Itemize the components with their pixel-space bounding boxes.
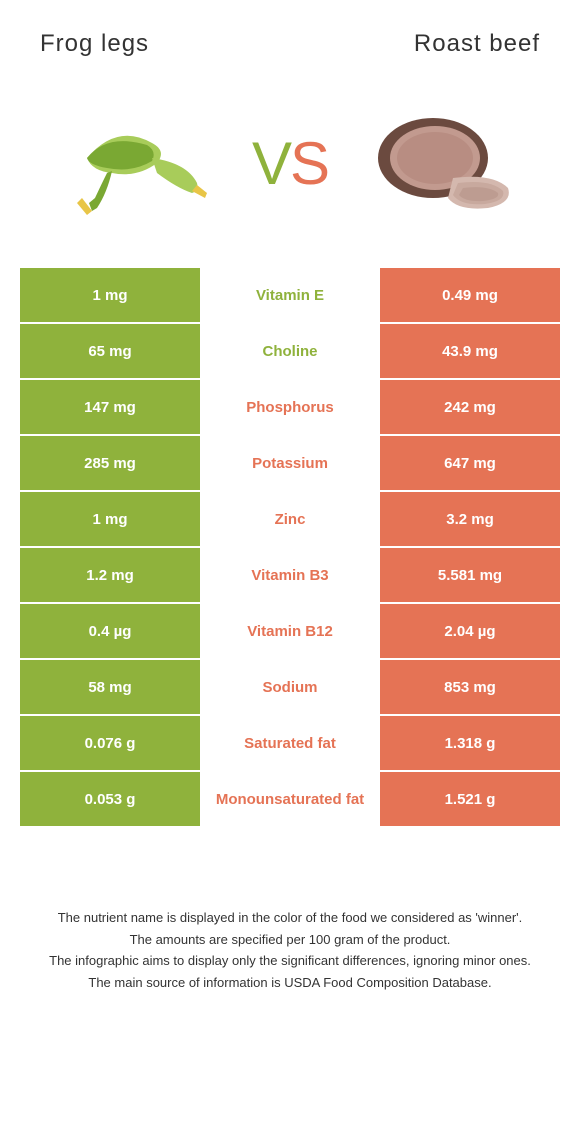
left-value: 65 mg <box>20 324 200 378</box>
footer-line-2: The amounts are specified per 100 gram o… <box>30 930 550 950</box>
nutrient-name: Phosphorus <box>200 380 380 434</box>
table-row: 1.2 mgVitamin B35.581 mg <box>20 548 560 604</box>
footer-line-3: The infographic aims to display only the… <box>30 951 550 971</box>
right-food-title: Roast beef <box>414 30 540 58</box>
vs-label: VS <box>252 129 328 198</box>
right-value: 647 mg <box>380 436 560 490</box>
nutrient-name: Vitamin B3 <box>200 548 380 602</box>
nutrient-name: Monounsaturated fat <box>200 772 380 826</box>
vs-v: V <box>252 130 290 197</box>
right-value: 853 mg <box>380 660 560 714</box>
left-value: 0.076 g <box>20 716 200 770</box>
nutrient-name: Sodium <box>200 660 380 714</box>
table-row: 65 mgCholine43.9 mg <box>20 324 560 380</box>
table-row: 1 mgVitamin E0.49 mg <box>20 268 560 324</box>
left-value: 1.2 mg <box>20 548 200 602</box>
left-value: 1 mg <box>20 268 200 322</box>
table-row: 285 mgPotassium647 mg <box>20 436 560 492</box>
table-row: 0.076 gSaturated fat1.318 g <box>20 716 560 772</box>
nutrient-name: Vitamin E <box>200 268 380 322</box>
nutrient-name: Choline <box>200 324 380 378</box>
right-value: 1.318 g <box>380 716 560 770</box>
right-value: 1.521 g <box>380 772 560 826</box>
footer-line-1: The nutrient name is displayed in the co… <box>30 908 550 928</box>
nutrient-name: Saturated fat <box>200 716 380 770</box>
hero-row: VS <box>0 78 580 268</box>
table-row: 0.053 gMonounsaturated fat1.521 g <box>20 772 560 828</box>
nutrient-name: Zinc <box>200 492 380 546</box>
left-value: 285 mg <box>20 436 200 490</box>
left-value: 147 mg <box>20 380 200 434</box>
frog-legs-image <box>57 98 217 228</box>
right-value: 2.04 µg <box>380 604 560 658</box>
table-row: 58 mgSodium853 mg <box>20 660 560 716</box>
nutrient-table: 1 mgVitamin E0.49 mg65 mgCholine43.9 mg1… <box>20 268 560 828</box>
right-value: 5.581 mg <box>380 548 560 602</box>
vs-s: S <box>290 130 328 197</box>
right-value: 0.49 mg <box>380 268 560 322</box>
right-value: 43.9 mg <box>380 324 560 378</box>
footer-notes: The nutrient name is displayed in the co… <box>0 828 580 1024</box>
left-value: 0.4 µg <box>20 604 200 658</box>
left-value: 1 mg <box>20 492 200 546</box>
roast-beef-image <box>363 98 523 228</box>
nutrient-name: Vitamin B12 <box>200 604 380 658</box>
table-row: 147 mgPhosphorus242 mg <box>20 380 560 436</box>
table-row: 0.4 µgVitamin B122.04 µg <box>20 604 560 660</box>
left-food-title: Frog legs <box>40 30 149 58</box>
right-value: 3.2 mg <box>380 492 560 546</box>
footer-line-4: The main source of information is USDA F… <box>30 973 550 993</box>
nutrient-name: Potassium <box>200 436 380 490</box>
header: Frog legs Roast beef <box>0 0 580 78</box>
right-value: 242 mg <box>380 380 560 434</box>
left-value: 0.053 g <box>20 772 200 826</box>
left-value: 58 mg <box>20 660 200 714</box>
table-row: 1 mgZinc3.2 mg <box>20 492 560 548</box>
